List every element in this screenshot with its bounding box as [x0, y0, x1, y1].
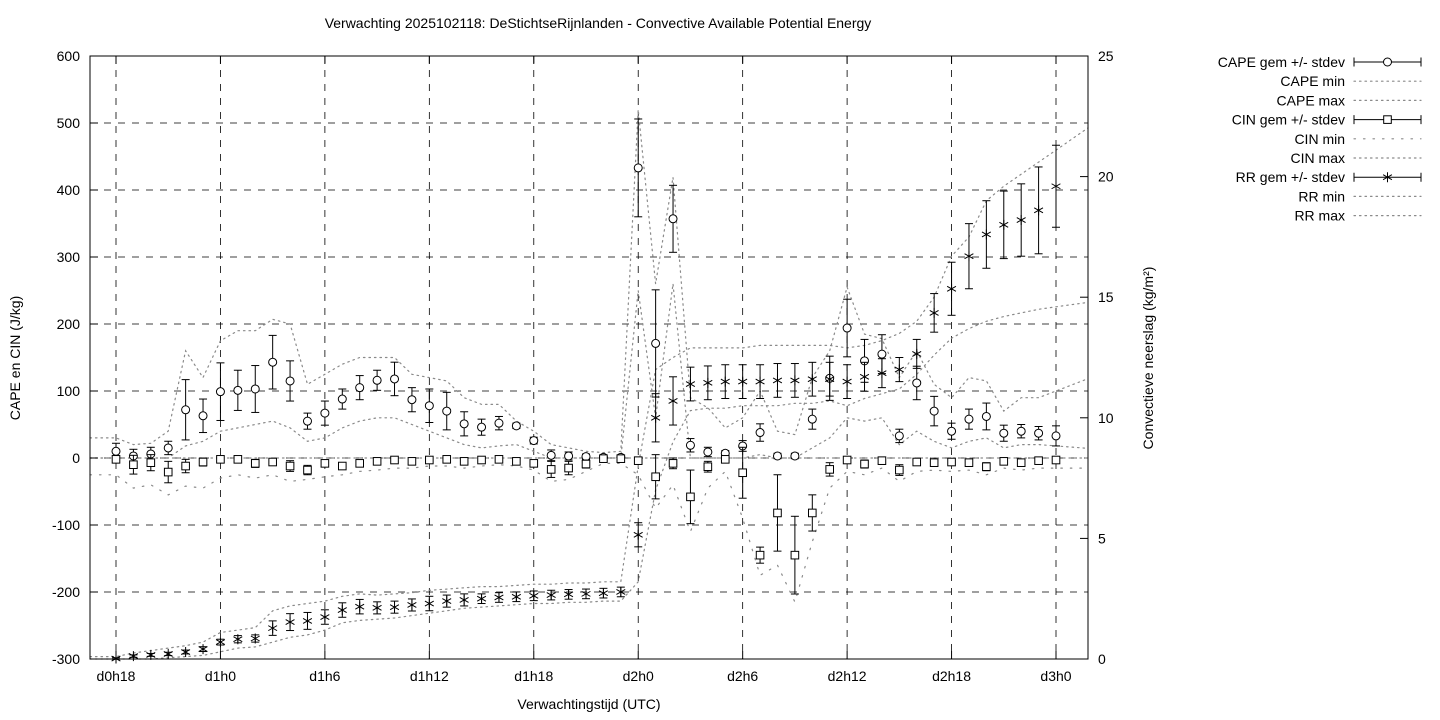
x-tick-label: d1h18: [514, 668, 553, 684]
legend-label: CIN min: [1294, 131, 1345, 147]
x-tick-label: d1h12: [410, 668, 449, 684]
tick-labels: d0h18 d1h0 d1h6 d1h12 d1h18 d2h0 d2h6 d2h12 d2h1…: [52, 48, 1114, 684]
y-right-tick-label: 25: [1098, 48, 1114, 64]
rr-min-line: [89, 301, 1089, 660]
legend-item: CAPE max: [1277, 92, 1422, 108]
legend-label: RR gem +/- stdev: [1236, 169, 1345, 185]
cape-series: [111, 118, 1061, 464]
legend-item: CAPE min: [1280, 73, 1422, 89]
cin-min-line: [89, 462, 1089, 604]
legend-label: CIN gem +/- stdev: [1232, 112, 1345, 128]
legend-label: CAPE max: [1277, 92, 1345, 108]
x-tick-label: d2h18: [932, 668, 971, 684]
legend-item: CIN max: [1291, 150, 1422, 166]
y-left-tick-label: 200: [57, 316, 81, 332]
y-right-tick-label: 15: [1098, 289, 1114, 305]
legend-label: CIN max: [1291, 150, 1345, 166]
y-axis-right-title: Convectieve neerslag (kg/m²): [1140, 267, 1156, 450]
legend-label: CAPE gem +/- stdev: [1218, 54, 1345, 70]
y-left-tick-label: 400: [57, 182, 81, 198]
y-left-tick-label: 0: [72, 450, 80, 466]
y-left-tick-label: 300: [57, 249, 81, 265]
cape-min-line: [89, 283, 1089, 459]
legend-label: CAPE min: [1280, 73, 1345, 89]
y-axis-left-title: CAPE en CIN (J/kg): [7, 296, 23, 420]
y-left-tick-label: 100: [57, 383, 81, 399]
x-tick-label: d2h0: [623, 668, 654, 684]
y-left-tick-label: 500: [57, 115, 81, 131]
y-left-tick-label: -200: [52, 584, 80, 600]
x-tick-label: d1h0: [205, 668, 236, 684]
x-tick-label: d2h12: [828, 668, 867, 684]
y-left-tick-label: 600: [57, 48, 81, 64]
cape-max-line: [89, 109, 1089, 454]
y-right-tick-label: 0: [1098, 651, 1106, 667]
y-right-tick-label: 5: [1098, 530, 1106, 546]
rr-max-line: [89, 127, 1089, 658]
cin-series: [111, 446, 1061, 595]
y-left-tick-label: -100: [52, 517, 80, 533]
legend-item: RR max: [1294, 208, 1422, 224]
x-tick-label: d3h0: [1040, 668, 1071, 684]
chart-title: Verwachting 2025102118: DeStichtseRijnla…: [325, 15, 872, 31]
y-right-tick-label: 10: [1098, 410, 1114, 426]
legend-item: CIN min: [1294, 131, 1422, 147]
x-axis-title: Verwachtingstijd (UTC): [517, 696, 660, 712]
grid: [90, 56, 1088, 659]
x-tick-label: d0h18: [97, 668, 136, 684]
plot-area: d0h18 d1h0 d1h6 d1h12 d1h18 d2h0 d2h6 d2h12 d2h1…: [52, 48, 1422, 684]
legend-item: RR min: [1298, 188, 1422, 204]
legend: CAPE gem +/- stdev CAPE min CAPE max CIN ge…: [1218, 54, 1422, 224]
rr-series: [111, 144, 1061, 664]
x-tick-label: d2h6: [727, 668, 758, 684]
axes: [89, 55, 1089, 660]
legend-item: CAPE gem +/- stdev: [1218, 54, 1422, 70]
y-right-tick-label: 20: [1098, 169, 1114, 185]
legend-item: RR gem +/- stdev: [1236, 169, 1422, 185]
legend-label: RR max: [1294, 208, 1345, 224]
legend-item: CIN gem +/- stdev: [1232, 112, 1422, 128]
y-left-tick-label: -300: [52, 651, 80, 667]
legend-label: RR min: [1298, 188, 1345, 204]
x-tick-label: d1h6: [309, 668, 340, 684]
